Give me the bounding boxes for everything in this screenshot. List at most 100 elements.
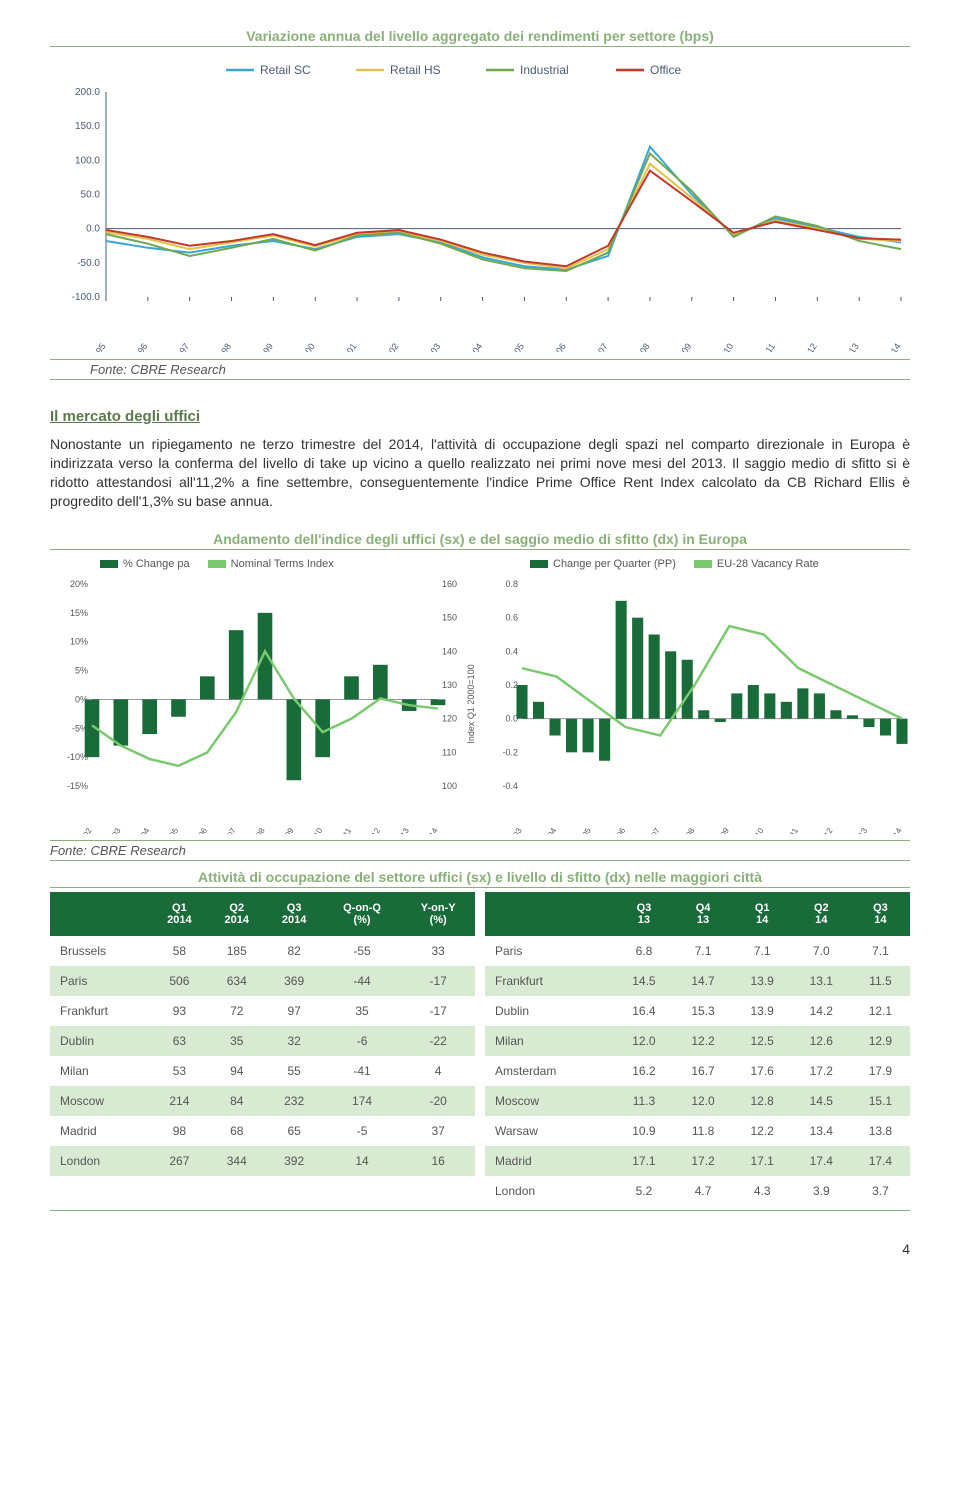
svg-text:Sep-06: Sep-06 bbox=[543, 341, 568, 352]
table-cell: 12.0 bbox=[673, 1086, 732, 1116]
table-cell: -17 bbox=[401, 996, 475, 1026]
svg-text:0.0: 0.0 bbox=[86, 224, 100, 235]
svg-text:Sep-03: Sep-03 bbox=[418, 341, 443, 352]
svg-text:Sep-10: Sep-10 bbox=[745, 826, 766, 834]
table-cell: 16.4 bbox=[614, 996, 673, 1026]
table-row: Amsterdam16.216.717.617.217.9 bbox=[485, 1056, 910, 1086]
table-cell: 16.7 bbox=[673, 1056, 732, 1086]
table-cell: 6.8 bbox=[614, 936, 673, 966]
table-cell: 14.5 bbox=[792, 1086, 851, 1116]
svg-text:Sep-12: Sep-12 bbox=[794, 341, 819, 352]
svg-text:5%: 5% bbox=[75, 665, 88, 675]
svg-text:Sep-08: Sep-08 bbox=[676, 826, 697, 834]
svg-text:Sep-05: Sep-05 bbox=[572, 826, 593, 834]
table-row: Milan539455-414 bbox=[50, 1056, 475, 1086]
table-cell: 392 bbox=[265, 1146, 322, 1176]
svg-text:Sep-11: Sep-11 bbox=[333, 826, 354, 834]
table-cell: 12.5 bbox=[733, 1026, 792, 1056]
chart2-source: Fonte: CBRE Research bbox=[50, 840, 910, 861]
table-cell: 344 bbox=[208, 1146, 265, 1176]
svg-text:Sep-03: Sep-03 bbox=[102, 826, 123, 834]
table-cell: 267 bbox=[151, 1146, 208, 1176]
svg-text:Sep-00: Sep-00 bbox=[292, 341, 317, 352]
svg-text:150.0: 150.0 bbox=[75, 121, 100, 132]
table-cell: 17.9 bbox=[851, 1056, 910, 1086]
table-cell: 5.2 bbox=[614, 1176, 673, 1206]
table-cell: 12.2 bbox=[733, 1116, 792, 1146]
svg-text:Sep-05: Sep-05 bbox=[501, 341, 526, 352]
table-cell: 232 bbox=[265, 1086, 322, 1116]
table-cell: 12.0 bbox=[614, 1026, 673, 1056]
table-cell: 13.9 bbox=[733, 996, 792, 1026]
svg-text:0.8: 0.8 bbox=[505, 579, 518, 589]
svg-text:140: 140 bbox=[442, 646, 457, 656]
table-cell: 16.2 bbox=[614, 1056, 673, 1086]
legend-label: Nominal Terms Index bbox=[231, 558, 334, 570]
table-cell: 17.1 bbox=[614, 1146, 673, 1176]
svg-text:0.6: 0.6 bbox=[505, 612, 518, 622]
chart1-container: 200.0150.0100.050.00.0-50.0-100.0Sep-95S… bbox=[50, 51, 910, 353]
table-cell: 17.2 bbox=[792, 1056, 851, 1086]
svg-text:Sep-13: Sep-13 bbox=[836, 341, 861, 352]
svg-text:Sep-98: Sep-98 bbox=[208, 341, 233, 352]
table-header: Q22014 bbox=[208, 892, 265, 936]
svg-text:Sep-11: Sep-11 bbox=[753, 341, 777, 352]
table-cell: 82 bbox=[265, 936, 322, 966]
svg-text:Sep-10: Sep-10 bbox=[304, 826, 325, 834]
table-cell: 11.5 bbox=[851, 966, 910, 996]
table-cell: 12.8 bbox=[733, 1086, 792, 1116]
svg-text:20%: 20% bbox=[70, 579, 88, 589]
svg-text:Sep-04: Sep-04 bbox=[131, 826, 152, 834]
table-cell: -17 bbox=[401, 966, 475, 996]
svg-text:-0.4: -0.4 bbox=[502, 781, 518, 791]
svg-text:Sep-10: Sep-10 bbox=[710, 341, 735, 352]
table-cell: 7.1 bbox=[733, 936, 792, 966]
table-cell: 32 bbox=[265, 1026, 322, 1056]
svg-text:Sep-12: Sep-12 bbox=[361, 826, 382, 834]
chart2-right-svg: 0.80.60.40.20.0-0.2-0.4Sep-03Sep-04Sep-0… bbox=[484, 574, 914, 834]
table-cell: -5 bbox=[323, 1116, 401, 1146]
svg-text:Sep-09: Sep-09 bbox=[710, 826, 731, 834]
table-cell: 634 bbox=[208, 966, 265, 996]
table-cell: 7.1 bbox=[673, 936, 732, 966]
table-cell: Milan bbox=[485, 1026, 614, 1056]
table-cell: London bbox=[485, 1176, 614, 1206]
table-cell: 11.3 bbox=[614, 1086, 673, 1116]
table-row: London5.24.74.33.93.7 bbox=[485, 1176, 910, 1206]
chart1-source: Fonte: CBRE Research bbox=[50, 359, 910, 380]
table-cell: Brussels bbox=[50, 936, 151, 966]
table-row: Moscow11.312.012.814.515.1 bbox=[485, 1086, 910, 1116]
table-cell: Moscow bbox=[50, 1086, 151, 1116]
table-cell: 17.4 bbox=[792, 1146, 851, 1176]
svg-text:Index Q1 2000=100: Index Q1 2000=100 bbox=[466, 664, 476, 743]
svg-text:50.0: 50.0 bbox=[81, 190, 101, 201]
table-cell: 4.7 bbox=[673, 1176, 732, 1206]
svg-text:Sep-09: Sep-09 bbox=[275, 826, 296, 834]
chart2-title: Andamento dell'indice degli uffici (sx) … bbox=[50, 531, 910, 550]
table-cell: 4 bbox=[401, 1056, 475, 1086]
table-row: Brussels5818582-5533 bbox=[50, 936, 475, 966]
table-cell: 84 bbox=[208, 1086, 265, 1116]
table-cell: 7.0 bbox=[792, 936, 851, 966]
svg-text:Sep-01: Sep-01 bbox=[334, 341, 359, 352]
table-cell: 35 bbox=[323, 996, 401, 1026]
table-cell: 13.4 bbox=[792, 1116, 851, 1146]
svg-text:0.4: 0.4 bbox=[505, 646, 518, 656]
table-cell: -22 bbox=[401, 1026, 475, 1056]
svg-text:130: 130 bbox=[442, 680, 457, 690]
table-cell: 98 bbox=[151, 1116, 208, 1146]
svg-text:Sep-14: Sep-14 bbox=[419, 826, 440, 834]
svg-text:Sep-97: Sep-97 bbox=[166, 341, 191, 352]
table-row: London2673443921416 bbox=[50, 1146, 475, 1176]
table-cell: Milan bbox=[50, 1056, 151, 1086]
svg-text:110: 110 bbox=[442, 747, 456, 757]
table-cell: 14.5 bbox=[614, 966, 673, 996]
table-cell: Dublin bbox=[50, 1026, 151, 1056]
chart2-left-legend: % Change pa Nominal Terms Index bbox=[50, 554, 480, 574]
table-header: Q12014 bbox=[151, 892, 208, 936]
svg-text:15%: 15% bbox=[70, 607, 88, 617]
svg-text:Sep-11: Sep-11 bbox=[780, 826, 801, 834]
table-cell: Paris bbox=[50, 966, 151, 996]
table-cell: 3.7 bbox=[851, 1176, 910, 1206]
table-header: Q413 bbox=[673, 892, 732, 936]
